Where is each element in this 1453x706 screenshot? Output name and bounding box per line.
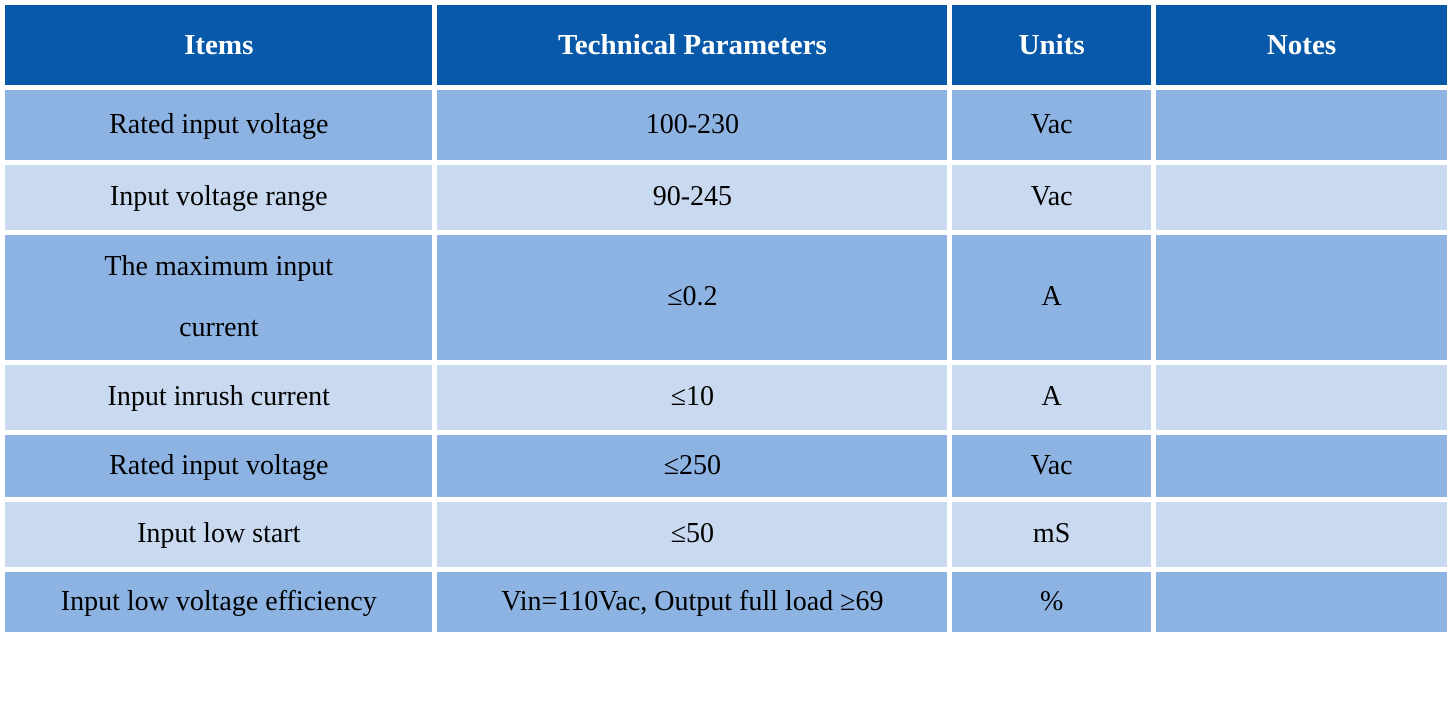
note-cell (1155, 165, 1447, 230)
table-row: Input low voltage efficiency Vin=110Vac,… (5, 572, 1447, 633)
parameter-cell: ≤0.2 (437, 235, 948, 360)
column-header-units: Units (952, 5, 1151, 85)
column-header-items: Items (5, 5, 433, 85)
item-cell: Input voltage range (5, 165, 433, 230)
unit-cell: Vac (952, 165, 1151, 230)
parameter-cell: 90-245 (437, 165, 948, 230)
technical-parameters-table: Items Technical Parameters Units Notes R… (5, 5, 1447, 633)
unit-cell: A (952, 235, 1151, 360)
note-cell (1155, 235, 1447, 360)
unit-cell: Vac (952, 435, 1151, 497)
table-row: Input low start ≤50 mS (5, 502, 1447, 567)
item-cell: Input low voltage efficiency (5, 572, 433, 633)
table-row: Input voltage range 90-245 Vac (5, 165, 1447, 230)
note-cell (1155, 90, 1447, 160)
item-cell: Rated input voltage (5, 435, 433, 497)
unit-cell: Vac (952, 90, 1151, 160)
note-cell (1155, 435, 1447, 497)
parameter-cell: Vin=110Vac, Output full load ≥69 (437, 572, 948, 633)
column-header-notes: Notes (1155, 5, 1447, 85)
note-cell (1155, 502, 1447, 567)
parameter-cell: ≤10 (437, 365, 948, 430)
note-cell (1155, 365, 1447, 430)
table-header-row: Items Technical Parameters Units Notes (5, 5, 1447, 85)
item-cell: The maximum input current (5, 235, 433, 360)
table-row: Input inrush current ≤10 A (5, 365, 1447, 430)
table-row: Rated input voltage 100-230 Vac (5, 90, 1447, 160)
column-header-technical-parameters: Technical Parameters (437, 5, 948, 85)
parameter-cell: ≤50 (437, 502, 948, 567)
unit-cell: % (952, 572, 1151, 633)
table-row: The maximum input current ≤0.2 A (5, 235, 1447, 360)
unit-cell: A (952, 365, 1151, 430)
item-cell: Input low start (5, 502, 433, 567)
unit-cell: mS (952, 502, 1151, 567)
item-cell: Input inrush current (5, 365, 433, 430)
parameter-cell: 100-230 (437, 90, 948, 160)
item-cell: Rated input voltage (5, 90, 433, 160)
note-cell (1155, 572, 1447, 633)
parameter-cell: ≤250 (437, 435, 948, 497)
table-row: Rated input voltage ≤250 Vac (5, 435, 1447, 497)
